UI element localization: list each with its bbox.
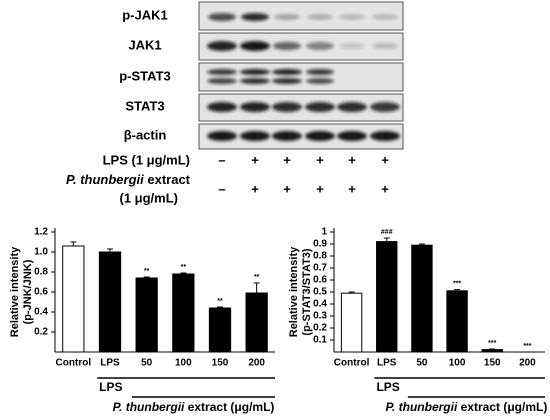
y-tick-label: 0.3: [313, 311, 327, 322]
blot-row-label: JAK1: [128, 37, 161, 52]
treatment-label: LPS (1 μg/mL): [103, 152, 190, 167]
x-tick-label: 150: [484, 358, 501, 369]
y-tick-label: 0.5: [313, 287, 327, 298]
blot-row-label: p-STAT3: [119, 68, 171, 83]
bar: [446, 290, 468, 353]
x-tick-label: Control: [56, 358, 92, 369]
y-axis-label: Relative intensity: [9, 246, 21, 337]
x-tick-label: 200: [519, 358, 536, 369]
bar: [98, 251, 122, 353]
bar: [340, 292, 363, 353]
y-tick-label: 0.2: [34, 327, 48, 338]
y-tick-label: 0.8: [313, 251, 327, 262]
significance-label: ***: [488, 340, 496, 347]
treatment-sign: +: [251, 152, 259, 167]
bar: [411, 244, 433, 353]
bar: [62, 245, 85, 353]
group-label: LPS: [99, 380, 122, 394]
y-tick-label: 0.2: [313, 323, 327, 334]
x-tick-label: 100: [449, 358, 466, 369]
bar: [135, 277, 158, 353]
significance-label: **: [181, 264, 187, 271]
x-tick-label: LPS: [100, 358, 120, 369]
treatment-label-rest: extract: [144, 172, 191, 187]
bar: [481, 349, 503, 353]
treatment-sign: +: [381, 181, 389, 196]
treatment-sign: +: [283, 152, 291, 167]
treatment-label-italic: P. thunbergii: [66, 172, 144, 187]
blot-row-label: β-actin: [124, 127, 167, 142]
significance-label: **: [254, 274, 260, 281]
group-label-italic: P. thunbergii: [113, 400, 185, 414]
bar: [208, 307, 232, 353]
blot-image: [198, 62, 404, 92]
group-label: P. thunbergii extract (μg/mL): [386, 400, 548, 414]
bar: [172, 273, 195, 353]
y-axis-label: (p-STAT3/STAT3): [301, 248, 313, 336]
treatment-sign: +: [348, 181, 356, 196]
blot-row-label: STAT3: [125, 98, 164, 113]
treatment-label: (1 μg/mL): [119, 190, 178, 205]
y-tick-label: 1.2: [34, 227, 48, 238]
significance-label: ###: [381, 229, 393, 236]
x-tick-label: LPS: [377, 358, 397, 369]
y-tick-label: 0.8: [34, 267, 48, 278]
treatment-sign: –: [218, 181, 225, 196]
significance-label: **: [144, 268, 150, 275]
group-label-rest: extract (μg/mL): [457, 400, 547, 414]
y-tick-label: 0.7: [313, 263, 327, 274]
blot-row-label: p-JAK1: [122, 7, 168, 22]
group-label: P. thunbergii extract (μg/mL): [113, 400, 275, 414]
x-tick-label: Control: [334, 358, 370, 369]
treatment-sign: +: [251, 181, 259, 196]
y-tick-label: 1.0: [34, 247, 48, 258]
y-tick-label: 1: [321, 227, 327, 238]
x-tick-label: 50: [141, 358, 153, 369]
x-tick-label: 150: [212, 358, 229, 369]
y-tick-label: 0.4: [313, 299, 327, 310]
significance-label: ***: [453, 280, 461, 287]
treatment-label: P. thunbergii extract: [66, 172, 191, 187]
bar: [245, 292, 268, 353]
blot-bands: [207, 13, 400, 141]
y-tick-label: 0.1: [313, 335, 327, 346]
treatment-sign: +: [348, 152, 356, 167]
group-label-rest: extract (μg/mL): [184, 400, 274, 414]
y-tick-label: 0.9: [313, 239, 327, 250]
x-tick-label: 50: [416, 358, 428, 369]
group-label-italic: P. thunbergii: [386, 400, 458, 414]
group-label: LPS: [376, 380, 399, 394]
significance-label: ***: [523, 343, 531, 350]
treatment-sign: –: [218, 152, 225, 167]
y-axis-label: (p-JNK/JNK): [22, 259, 34, 324]
y-tick-label: 0.6: [313, 275, 327, 286]
y-tick-label: 0.6: [34, 287, 48, 298]
treatment-sign: +: [316, 152, 324, 167]
y-axis-label: Relative intensity: [288, 246, 300, 337]
y-tick-label: 0.4: [34, 307, 48, 318]
x-tick-label: 200: [248, 358, 265, 369]
treatment-sign: +: [316, 181, 324, 196]
treatment-sign: +: [381, 152, 389, 167]
treatment-sign: +: [283, 181, 291, 196]
bar: [376, 241, 398, 353]
significance-label: **: [217, 298, 223, 305]
x-tick-label: 100: [175, 358, 192, 369]
blot-panel: p-JAK1 JAK1 p-STAT3 STAT3 β-actin: [66, 1, 404, 205]
